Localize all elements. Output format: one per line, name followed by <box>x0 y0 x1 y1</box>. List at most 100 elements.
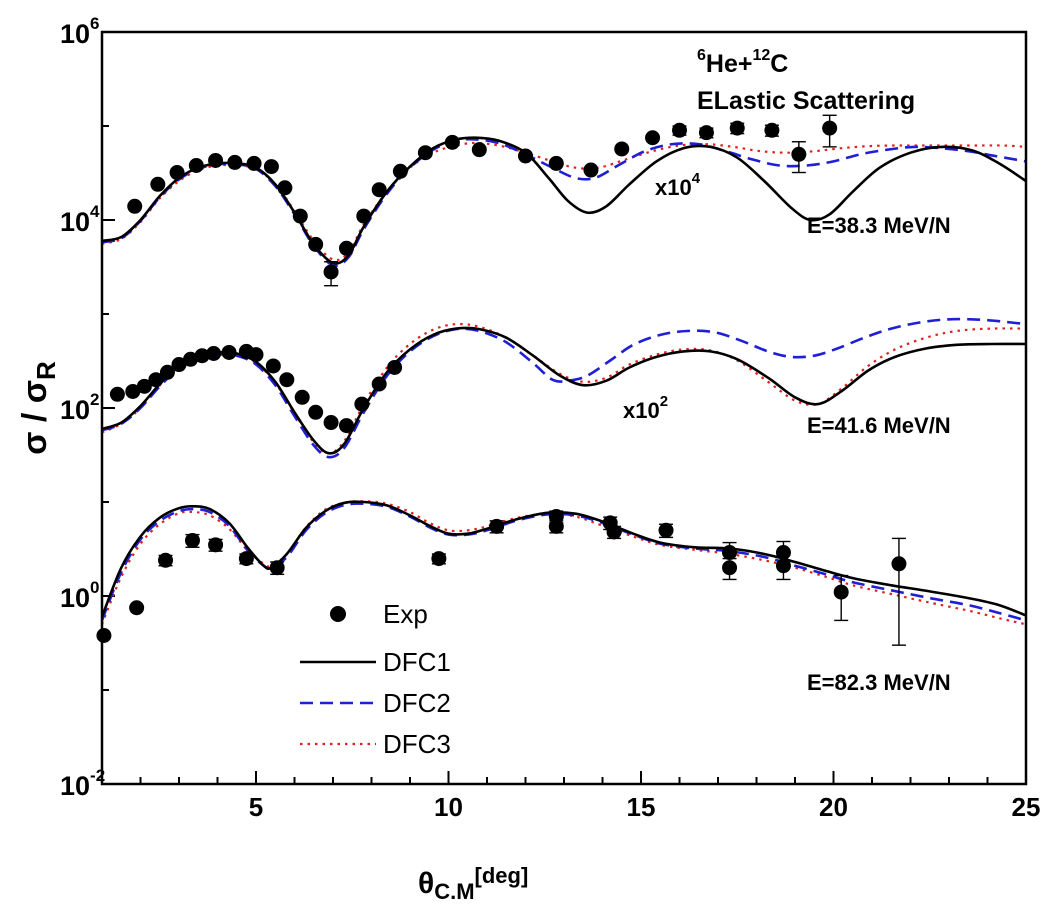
y-tick-label: 106 <box>60 14 100 49</box>
y-axis-label-sub: R <box>31 361 61 380</box>
data-point-exp <box>791 146 807 162</box>
data-point-exp <box>775 545 791 561</box>
data-point-exp <box>518 148 533 164</box>
scale-label-1e4-exp: 4 <box>692 170 701 187</box>
data-point-exp <box>265 358 281 374</box>
data-point-exp <box>194 348 210 364</box>
y-tick-base: 10 <box>60 583 90 613</box>
data-point-exp <box>775 558 791 574</box>
x-axis-label-sub: C.M <box>434 879 474 904</box>
series-line-dfc1-group-0 <box>100 500 1027 618</box>
x-tick-label: 20 <box>819 792 848 822</box>
data-point-exp <box>417 145 433 161</box>
data-point-exp <box>238 551 254 567</box>
y-tick-label: 100 <box>60 578 100 613</box>
data-point-exp <box>489 518 505 534</box>
energy-label-38: E=38.3 MeV/N <box>807 213 951 238</box>
data-point-exp <box>308 236 324 252</box>
data-point-exp <box>246 155 262 171</box>
y-axis-label: σ / σR <box>16 361 61 455</box>
data-point-exp <box>184 532 200 548</box>
data-point-exp <box>263 159 279 175</box>
data-point-exp <box>471 142 487 158</box>
data-point-exp <box>431 551 447 567</box>
data-point-exp <box>891 556 907 572</box>
title-pre-sup: 6 <box>697 47 706 64</box>
data-point-exp <box>248 347 264 363</box>
y-tick-exp: 0 <box>90 578 99 597</box>
data-point-exp <box>206 346 222 362</box>
y-tick-label: 10-2 <box>60 766 105 801</box>
data-point-exp <box>269 560 285 576</box>
data-point-exp <box>606 524 622 540</box>
series-line-dfc2-group-1 <box>101 317 1027 459</box>
data-point-exp <box>221 344 237 360</box>
energy-label-41: E=41.6 MeV/N <box>807 413 951 438</box>
x-tick-label: 15 <box>627 792 656 822</box>
y-tick-exp: 4 <box>90 202 100 221</box>
data-point-exp <box>387 359 403 375</box>
data-point-exp <box>227 154 243 170</box>
y-tick-base: 10 <box>60 771 90 801</box>
data-point-exp <box>125 383 141 399</box>
data-point-exp <box>169 165 185 181</box>
scale-label-1e2-exp: 2 <box>660 393 668 410</box>
data-point-exp <box>338 240 354 256</box>
scale-label-1e2: x102 <box>623 393 668 423</box>
y-tick-base: 10 <box>60 207 90 237</box>
data-point-exp <box>729 120 745 136</box>
scale-label-1e4: x104 <box>655 170 701 200</box>
legend-label-dfc3: DFC3 <box>383 729 451 759</box>
title-post: C <box>770 50 788 78</box>
data-point-exp <box>96 628 112 644</box>
y-tick-exp: 6 <box>90 14 99 33</box>
series-line-dfc1-group-2 <box>101 136 1027 265</box>
data-point-exp <box>150 176 166 192</box>
data-point-exp <box>645 130 661 146</box>
chart-subtitle: ELastic Scattering <box>697 87 915 115</box>
y-tick-base: 10 <box>60 19 90 49</box>
chart-title: 6He+12C <box>697 47 788 78</box>
title-sup: 12 <box>752 47 770 64</box>
x-tick-label: 25 <box>1012 792 1041 822</box>
plot-frame <box>100 30 1028 786</box>
data-point-exp <box>672 122 687 138</box>
data-point-exp <box>208 537 224 553</box>
data-point-exp <box>279 372 295 388</box>
data-point-exp <box>583 162 599 178</box>
data-point-exp <box>658 522 674 538</box>
data-point-exp <box>323 415 339 431</box>
data-point-exp <box>159 364 175 380</box>
data-point-exp <box>833 584 849 600</box>
title-mid: He+ <box>706 50 753 78</box>
data-point-exp <box>614 141 630 157</box>
legend-label-dfc2: DFC2 <box>383 688 451 718</box>
data-point-exp <box>392 163 408 179</box>
data-point-exp <box>356 208 372 224</box>
experimental-points <box>96 114 907 646</box>
data-point-exp <box>764 122 780 138</box>
legend-marker-exp <box>330 606 346 622</box>
data-point-exp <box>444 134 460 150</box>
x-tick-label: 5 <box>249 792 263 822</box>
data-point-exp <box>323 264 339 280</box>
legend-label-dfc1: DFC1 <box>383 647 451 677</box>
data-point-exp <box>109 386 125 402</box>
data-point-exp <box>136 378 152 394</box>
x-tick-label: 10 <box>434 792 463 822</box>
x-axis-label-main: θ <box>418 867 434 900</box>
data-point-exp <box>548 518 564 534</box>
data-point-exp <box>338 418 354 434</box>
scale-label-1e2-base: x10 <box>623 398 660 423</box>
y-tick-exp: 2 <box>90 390 99 409</box>
data-point-exp <box>548 155 564 171</box>
data-point-exp <box>371 376 387 392</box>
data-point-exp <box>188 158 204 174</box>
x-axis-label-sup: [deg] <box>475 863 529 888</box>
data-point-exp <box>292 208 308 224</box>
data-point-exp <box>722 560 738 576</box>
y-tick-exp: -2 <box>90 766 105 785</box>
y-tick-base: 10 <box>60 395 90 425</box>
